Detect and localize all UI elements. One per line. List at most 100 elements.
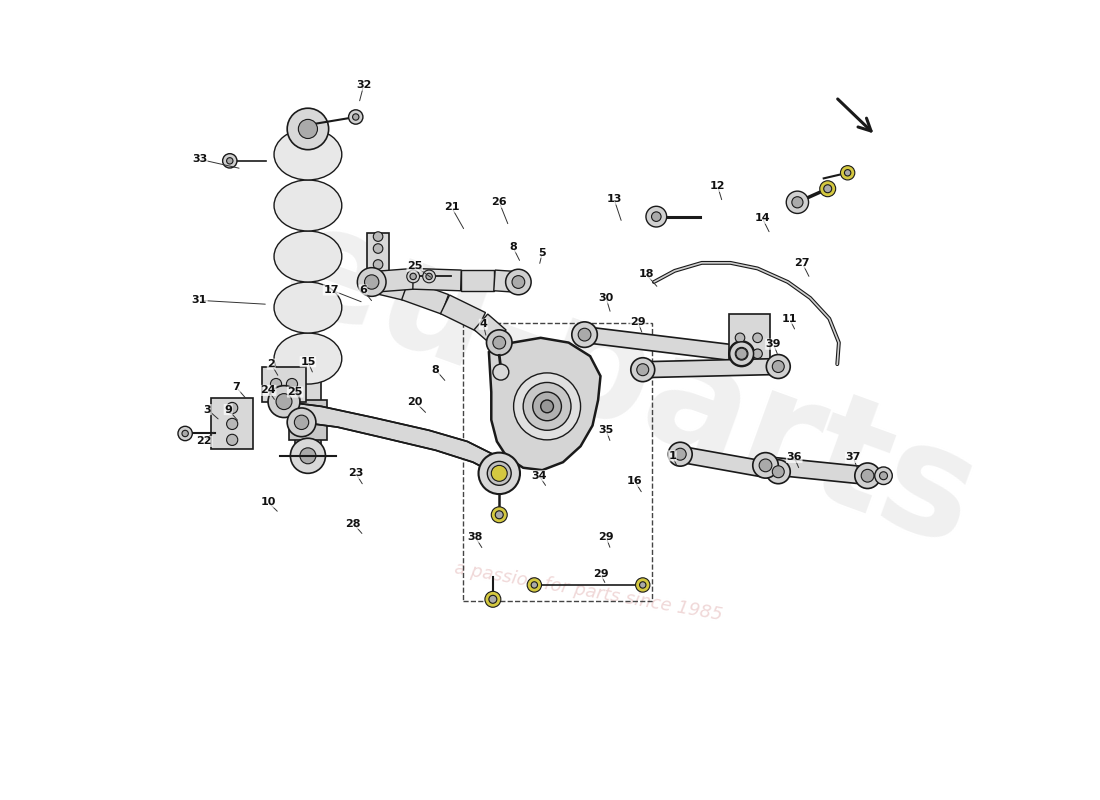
Text: 8: 8 xyxy=(431,365,439,374)
Polygon shape xyxy=(284,402,499,474)
Circle shape xyxy=(495,511,503,518)
Text: 27: 27 xyxy=(794,258,810,268)
Text: 31: 31 xyxy=(191,295,207,306)
Text: 9: 9 xyxy=(224,405,232,414)
Text: 26: 26 xyxy=(492,198,507,207)
Polygon shape xyxy=(371,269,414,292)
Circle shape xyxy=(426,274,432,280)
Text: 16: 16 xyxy=(627,476,642,486)
Circle shape xyxy=(268,386,300,418)
Circle shape xyxy=(752,333,762,342)
Text: 21: 21 xyxy=(443,202,459,212)
Text: 8: 8 xyxy=(509,242,517,252)
Circle shape xyxy=(840,166,855,180)
Circle shape xyxy=(298,119,318,138)
Circle shape xyxy=(736,348,747,359)
Circle shape xyxy=(422,270,436,283)
Polygon shape xyxy=(367,233,389,273)
Text: 13: 13 xyxy=(606,194,621,204)
Circle shape xyxy=(487,462,512,486)
Circle shape xyxy=(824,185,832,193)
Circle shape xyxy=(772,466,784,478)
Text: 29: 29 xyxy=(630,317,646,327)
Polygon shape xyxy=(584,326,742,362)
Text: 11: 11 xyxy=(782,314,797,324)
Text: 39: 39 xyxy=(766,339,781,349)
Text: 29: 29 xyxy=(593,569,608,578)
Circle shape xyxy=(646,206,667,227)
Text: 4: 4 xyxy=(480,319,487,330)
Circle shape xyxy=(729,341,755,366)
Text: 34: 34 xyxy=(531,470,547,481)
Circle shape xyxy=(514,373,581,440)
Text: 3: 3 xyxy=(204,405,211,414)
Text: 25: 25 xyxy=(407,261,422,271)
Ellipse shape xyxy=(274,129,342,180)
Circle shape xyxy=(752,453,779,478)
Circle shape xyxy=(222,154,236,168)
Circle shape xyxy=(373,260,383,270)
FancyBboxPatch shape xyxy=(263,366,306,402)
Ellipse shape xyxy=(274,231,342,282)
Text: 17: 17 xyxy=(323,285,339,295)
Circle shape xyxy=(492,466,507,482)
Circle shape xyxy=(227,418,238,430)
Text: 20: 20 xyxy=(407,397,422,406)
FancyBboxPatch shape xyxy=(729,314,770,371)
Circle shape xyxy=(767,460,790,484)
Circle shape xyxy=(651,212,661,222)
Circle shape xyxy=(874,467,892,485)
Text: 23: 23 xyxy=(348,468,363,478)
Circle shape xyxy=(478,453,520,494)
Circle shape xyxy=(541,400,553,413)
Circle shape xyxy=(767,354,790,378)
Circle shape xyxy=(735,333,745,342)
Polygon shape xyxy=(412,269,461,290)
FancyBboxPatch shape xyxy=(211,398,253,450)
Circle shape xyxy=(636,578,650,592)
Polygon shape xyxy=(642,358,779,378)
Text: 2: 2 xyxy=(267,359,275,369)
Circle shape xyxy=(227,158,233,164)
Circle shape xyxy=(572,322,597,347)
Circle shape xyxy=(820,181,836,197)
Circle shape xyxy=(735,347,748,360)
Circle shape xyxy=(669,442,692,466)
Circle shape xyxy=(735,349,745,358)
Text: 6: 6 xyxy=(359,285,367,295)
Circle shape xyxy=(637,364,649,376)
FancyBboxPatch shape xyxy=(295,368,321,456)
Circle shape xyxy=(364,275,378,289)
Circle shape xyxy=(410,274,416,280)
Circle shape xyxy=(729,342,754,366)
Circle shape xyxy=(373,232,383,242)
Circle shape xyxy=(178,426,192,441)
Circle shape xyxy=(182,430,188,437)
Text: 24: 24 xyxy=(261,386,276,395)
Circle shape xyxy=(300,448,316,464)
Circle shape xyxy=(353,114,359,120)
Text: 29: 29 xyxy=(598,532,614,542)
Text: 22: 22 xyxy=(197,437,212,446)
Circle shape xyxy=(287,408,316,437)
Text: 10: 10 xyxy=(261,497,276,507)
Circle shape xyxy=(579,328,591,341)
Circle shape xyxy=(506,270,531,294)
Circle shape xyxy=(349,110,363,124)
Circle shape xyxy=(492,507,507,522)
Circle shape xyxy=(527,578,541,592)
Circle shape xyxy=(486,330,512,355)
Circle shape xyxy=(772,361,784,373)
Circle shape xyxy=(485,591,501,607)
Circle shape xyxy=(276,394,292,410)
Text: 14: 14 xyxy=(755,214,770,223)
Circle shape xyxy=(488,595,497,603)
Text: 15: 15 xyxy=(300,357,316,366)
Circle shape xyxy=(845,170,850,176)
Polygon shape xyxy=(764,457,869,485)
Circle shape xyxy=(227,434,238,446)
Text: 18: 18 xyxy=(638,269,653,279)
Text: 38: 38 xyxy=(468,532,483,542)
Circle shape xyxy=(290,438,326,474)
Circle shape xyxy=(531,582,538,588)
